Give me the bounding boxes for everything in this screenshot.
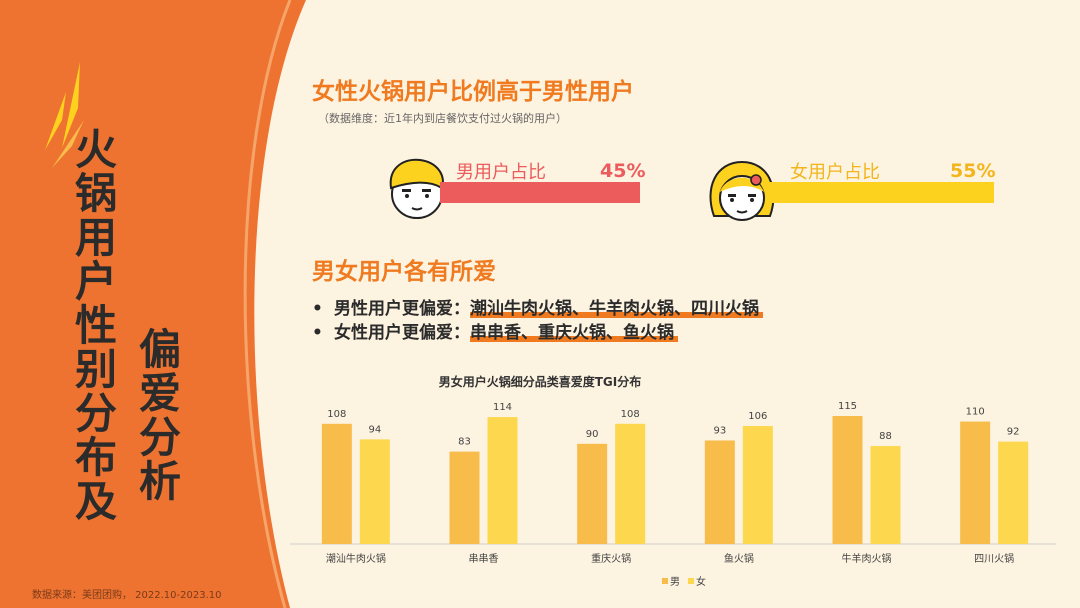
legend-label-1: 女 xyxy=(696,575,706,588)
bar-male-1 xyxy=(449,451,480,544)
bar-male-3 xyxy=(704,440,735,544)
data-label: 94 xyxy=(368,424,381,435)
section2-heading: 男女用户各有所爱 xyxy=(312,259,496,285)
male-preference-prefix: 男性用户更偏爱： xyxy=(334,299,470,319)
spark-icon xyxy=(62,62,80,148)
male-ratio-bar xyxy=(440,182,640,203)
bar-female-5 xyxy=(998,441,1029,544)
female-ratio-label: 女用户占比 xyxy=(790,162,880,183)
bar-male-4 xyxy=(832,416,863,544)
bar-female-1 xyxy=(487,417,518,544)
x-tick-label: 串串香 xyxy=(469,553,499,565)
data-label: 115 xyxy=(838,401,857,412)
data-label: 106 xyxy=(748,411,767,422)
section1-subtitle: （数据维度：近1年内到店餐饮支付过火锅的用户） xyxy=(318,112,567,125)
data-label: 83 xyxy=(458,437,471,448)
data-source: 数据来源：美团团购， 2022.10-2023.10 xyxy=(32,590,222,601)
male-ratio-label: 男用户占比 xyxy=(456,162,546,183)
bar-female-2 xyxy=(615,423,646,544)
data-label: 88 xyxy=(879,431,892,442)
data-label: 90 xyxy=(586,429,599,440)
bar-female-3 xyxy=(742,426,773,544)
data-label: 108 xyxy=(621,409,640,420)
male-ratio-percent: 45% xyxy=(600,160,646,182)
data-label: 114 xyxy=(493,402,512,413)
male-avatar-icon xyxy=(389,158,444,219)
x-tick-label: 鱼火锅 xyxy=(724,552,754,565)
chart-title: 男女用户火锅细分品类喜爱度TGI分布 xyxy=(439,374,642,389)
legend-label-0: 男 xyxy=(670,576,680,588)
x-tick-label: 四川火锅 xyxy=(974,553,1014,565)
data-label: 110 xyxy=(966,407,985,418)
data-label: 92 xyxy=(1007,427,1020,438)
x-tick-label: 潮汕牛肉火锅 xyxy=(326,552,386,565)
female-preference-items: 串串香、重庆火锅、鱼火锅 xyxy=(470,323,674,343)
data-label: 93 xyxy=(713,425,726,436)
male-preference-items: 潮汕牛肉火锅、牛羊肉火锅、四川火锅 xyxy=(470,299,759,319)
bar-male-5 xyxy=(960,421,991,544)
x-tick-label: 牛羊肉火锅 xyxy=(842,552,892,565)
female-preference-bullet: • 女性用户更偏爱：串串香、重庆火锅、鱼火锅 xyxy=(312,323,674,343)
bar-male-2 xyxy=(577,443,608,544)
legend-swatch-0 xyxy=(662,578,668,584)
bar-female-4 xyxy=(870,446,901,544)
x-tick-label: 重庆火锅 xyxy=(591,552,631,565)
bar-male-0 xyxy=(321,423,352,544)
legend-swatch-1 xyxy=(688,578,694,584)
bar-female-0 xyxy=(359,439,390,544)
female-ratio-percent: 55% xyxy=(950,160,996,182)
vertical-title-line2: 偏爱分析 xyxy=(138,325,181,506)
data-label: 108 xyxy=(327,409,346,420)
tgi-bar-chart: 男女用户火锅细分品类喜爱度TGI分布 108 94 潮汕牛肉火锅 83 114 串串香 90 1… xyxy=(290,374,1056,588)
vertical-title-line1: 火锅用户性别分布及 xyxy=(74,125,117,526)
male-preference-bullet: • 男性用户更偏爱：潮汕牛肉火锅、牛羊肉火锅、四川火锅 xyxy=(312,299,759,319)
female-preference-prefix: 女性用户更偏爱： xyxy=(334,323,470,343)
female-avatar-icon xyxy=(709,160,775,221)
female-ratio-bar xyxy=(770,182,994,203)
section1-heading: 女性火锅用户比例高于男性用户 xyxy=(312,79,634,105)
